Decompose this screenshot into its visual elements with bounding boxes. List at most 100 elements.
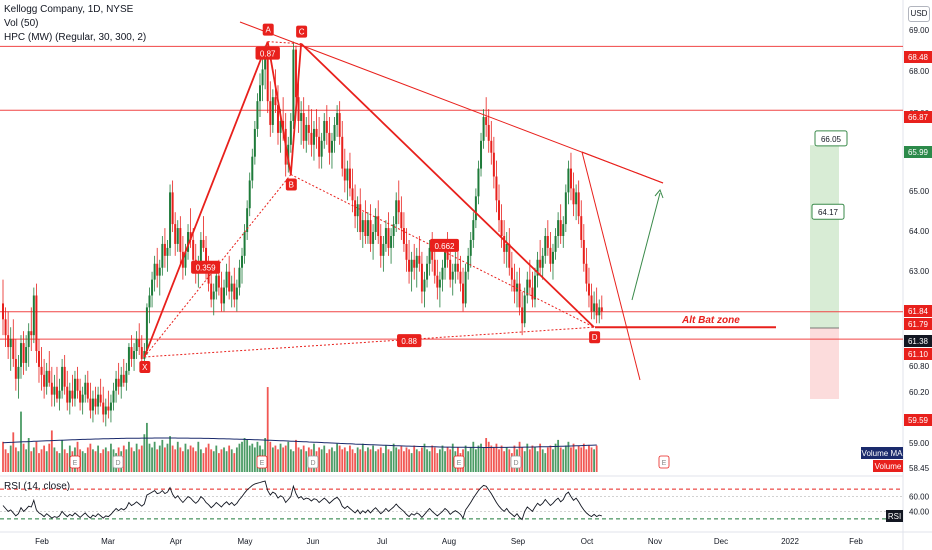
- candle-body: [474, 196, 477, 221]
- volume-bar: [534, 447, 536, 472]
- candle-body: [328, 132, 331, 153]
- price-axis-tick: 69.00: [909, 26, 930, 35]
- volume-bar: [505, 447, 508, 472]
- candle-body: [253, 128, 256, 157]
- volume-bar: [110, 443, 112, 472]
- candle-body: [441, 267, 444, 280]
- candle-body: [413, 259, 416, 268]
- candle-body: [387, 228, 390, 248]
- volume-bar: [56, 451, 58, 472]
- candle-body: [346, 168, 349, 181]
- volume-bar: [9, 445, 12, 472]
- volume-bar: [289, 449, 292, 472]
- volume-bar: [318, 447, 321, 472]
- candle-body: [109, 402, 112, 411]
- volume-bar: [25, 449, 28, 472]
- candle-body: [462, 283, 465, 304]
- volume-bar: [166, 443, 169, 472]
- currency-button[interactable]: USD: [908, 6, 930, 22]
- volume-bar: [92, 449, 94, 472]
- volume-bar: [197, 441, 200, 472]
- volume-bar: [32, 447, 35, 472]
- candle-body: [533, 275, 536, 300]
- candle-body: [590, 295, 593, 312]
- candle-body: [554, 236, 557, 252]
- rsi-badge: RSI: [888, 512, 901, 521]
- volume-bar: [12, 432, 15, 472]
- volume-bar: [554, 443, 557, 472]
- candle-body: [248, 180, 251, 209]
- volume-ma-tag-box: [861, 447, 903, 459]
- volume-bar: [192, 447, 195, 472]
- candle-body: [431, 247, 434, 260]
- pattern-point-marker-c: [296, 25, 308, 38]
- time-axis-tick: Feb: [35, 537, 49, 546]
- candle-body: [207, 271, 210, 284]
- volume-bar: [228, 445, 231, 472]
- target-callout-box: [814, 130, 848, 147]
- candle-body: [428, 247, 431, 264]
- candle-body: [325, 120, 328, 133]
- candle-body: [587, 283, 590, 296]
- volume-bar: [207, 443, 210, 472]
- volume-bar: [577, 445, 580, 472]
- candle-body: [495, 176, 498, 201]
- candle-body: [279, 120, 282, 133]
- candle-body: [228, 271, 231, 292]
- volume-bar: [61, 439, 64, 472]
- pattern-point-label-b: B: [289, 181, 294, 190]
- volume-bar: [133, 451, 135, 472]
- candle-body: [58, 390, 61, 399]
- candle-body: [189, 232, 192, 240]
- time-axis-tick: Mar: [101, 537, 115, 546]
- volume-bar: [446, 447, 449, 472]
- volume-bar: [271, 447, 274, 472]
- volume-bar: [189, 445, 192, 472]
- pattern-leg-bc: [289, 43, 303, 175]
- price-axis-tick: 59.00: [909, 439, 930, 448]
- candle-body: [81, 394, 84, 403]
- volume-bar: [408, 449, 410, 472]
- candle-body: [369, 220, 372, 244]
- candle-body: [305, 124, 308, 141]
- candle-body: [449, 259, 452, 280]
- pattern-leg-cd: [300, 42, 595, 328]
- candle-body: [600, 307, 603, 312]
- volume-bar: [449, 449, 452, 472]
- candle-body: [410, 259, 413, 272]
- volume-bar: [238, 443, 241, 472]
- volume-bar: [138, 449, 141, 472]
- candle-body: [171, 192, 174, 225]
- falling-trendline: [581, 151, 641, 381]
- price-axis-label-box: [904, 146, 932, 158]
- volume-bar: [158, 445, 161, 472]
- candle-body: [302, 113, 305, 141]
- candle-body: [405, 243, 408, 260]
- volume-bar: [84, 453, 87, 472]
- candle-body: [472, 220, 475, 240]
- dividend-marker: [112, 455, 124, 469]
- candle-body: [217, 275, 220, 288]
- candle-body: [402, 228, 405, 244]
- time-axis-tick: Oct: [581, 537, 594, 546]
- candle-body: [482, 117, 485, 141]
- volume-bar: [482, 447, 485, 472]
- volume-bar: [333, 451, 336, 472]
- volume-bar: [212, 451, 215, 472]
- candle-body: [99, 394, 102, 403]
- volume-bar: [14, 447, 17, 472]
- price-axis-label-box: [904, 318, 932, 330]
- volume-bar: [305, 451, 308, 472]
- candle-body: [508, 243, 511, 268]
- volume-bar: [415, 449, 418, 472]
- volume-bar: [418, 451, 421, 472]
- candle-body: [513, 279, 516, 292]
- volume-bar: [7, 453, 10, 472]
- candle-body: [598, 307, 601, 316]
- volume-bar: [135, 443, 138, 472]
- candle-body: [492, 152, 495, 177]
- candle-body: [551, 251, 554, 264]
- candle-body: [282, 120, 285, 129]
- candle-body: [35, 295, 38, 352]
